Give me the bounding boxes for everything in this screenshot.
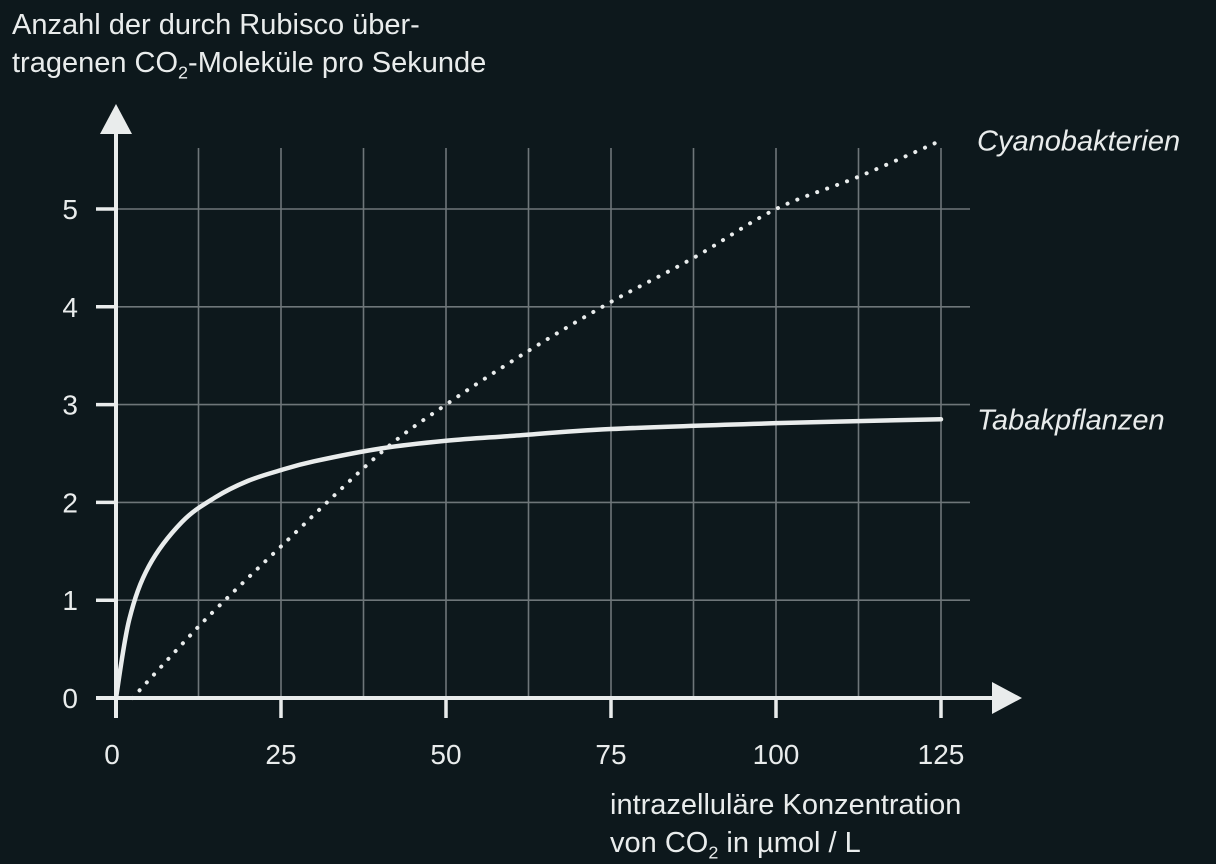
y-axis-label-line2-post: -Moleküle pro Sekunde [188, 47, 487, 79]
x-axis-label-line1: intrazelluläre Konzentration [610, 789, 962, 821]
y-tick-label: 1 [62, 585, 78, 616]
y-tick-label: 5 [62, 194, 78, 225]
series-label-cyanobakterien: Cyanobakterien [977, 126, 1180, 158]
x-axis-arrow [992, 682, 1022, 714]
y-tick-label: 4 [62, 292, 78, 323]
x-tick-label: 125 [918, 739, 965, 770]
x-axis-label-subscript: 2 [708, 842, 719, 863]
series-line-cyanobakterien [130, 138, 943, 700]
y-tick-label: 0 [62, 683, 78, 714]
series-lines [113, 138, 944, 701]
y-axis-label-line1: Anzahl der durch Rubisco über- [12, 9, 420, 41]
x-tick-label: 75 [595, 739, 626, 770]
y-tick-label: 3 [62, 390, 78, 421]
y-tick-label: 2 [62, 487, 78, 518]
x-tick-label: 0 [104, 739, 120, 770]
grid [116, 148, 970, 698]
x-axis-label-line2-post: in µmol / L [718, 827, 861, 859]
x-tick-label: 25 [265, 739, 296, 770]
x-axis-label-line2: von CO2 in µmol / L [610, 824, 961, 862]
y-axis-label-line2: tragenen CO2-Moleküle pro Sekunde [12, 44, 486, 82]
axes [96, 104, 1022, 718]
series-label-tabakpflanzen: Tabakpflanzen [977, 404, 1165, 436]
y-axis-arrow [100, 104, 132, 134]
x-axis-label-line2-pre: von CO [610, 827, 709, 859]
series-labels: Tabakpflanzen Cyanobakterien [977, 126, 1180, 437]
y-axis-label-subscript: 2 [178, 62, 189, 83]
y-axis-label-line2-pre: tragenen CO [12, 47, 179, 79]
series-line-tabakpflanzen [113, 417, 944, 701]
x-tick-label: 50 [430, 739, 461, 770]
x-tick-label: 100 [753, 739, 800, 770]
y-axis-label: Anzahl der durch Rubisco über- tragenen … [12, 6, 486, 82]
x-axis-label: intrazelluläre Konzentration von CO2 in … [610, 786, 961, 862]
